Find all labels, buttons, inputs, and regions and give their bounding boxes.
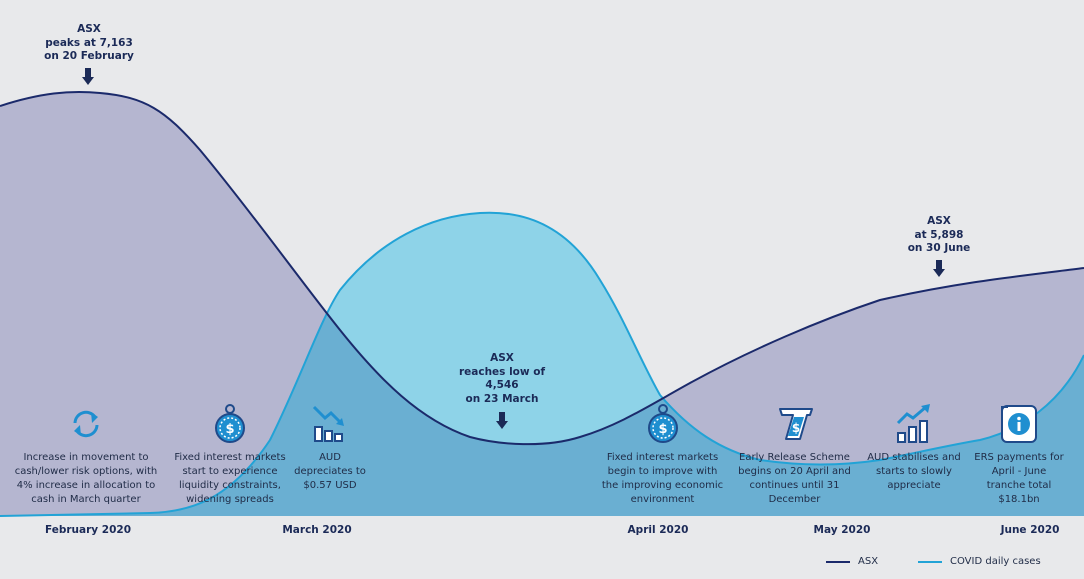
event-text: AUD stabilises and starts to slowly appr…: [867, 452, 961, 491]
money-bag-icon: $: [647, 404, 678, 443]
event-ers-payments: ERS payments for April - June tranche to…: [966, 403, 1072, 507]
event-fixed-interest-constraints: $ Fixed interest markets start to experi…: [160, 403, 300, 507]
event-text: ERS payments for April - June tranche to…: [974, 452, 1064, 505]
month-label-may: May 2020: [813, 524, 871, 536]
asx-area: [0, 91, 1084, 516]
event-text: Increase in movement to cash/lower risk …: [14, 452, 158, 505]
refresh-icon: [73, 410, 99, 438]
money-bag-icon: $: [215, 404, 245, 443]
month-label-april: April 2020: [627, 524, 689, 536]
legend-label-asx: ASX: [858, 556, 879, 567]
legend-item-asx: ASX: [826, 556, 878, 567]
event-cash-allocation: Increase in movement to cash/lower risk …: [6, 403, 166, 507]
down-arrow-icon: [933, 260, 945, 277]
event-early-release-scheme: $ Early Release Scheme begins on 20 Apri…: [728, 403, 861, 507]
svg-text:$: $: [658, 422, 667, 437]
callout-asx-low: ASX reaches low of 4,546 on 23 March: [458, 352, 546, 405]
down-arrow-icon: [82, 68, 94, 85]
month-label-march: March 2020: [282, 524, 352, 536]
down-arrow-icon: [496, 412, 508, 429]
legend-swatch-asx: [826, 560, 850, 563]
event-fixed-interest-improve: $ Fixed interest markets begin to improv…: [590, 403, 735, 507]
event-aud-depreciates: AUD depreciates to $0.57 USD: [285, 403, 375, 493]
falling-chart-icon: [312, 405, 344, 442]
event-aud-stabilises: AUD stabilises and starts to slowly appr…: [855, 403, 973, 493]
svg-text:$: $: [225, 422, 234, 437]
month-label-february: February 2020: [44, 524, 132, 536]
event-text: Fixed interest markets begin to improve …: [601, 452, 724, 505]
legend-item-covid: COVID daily cases: [918, 556, 1041, 567]
legend-swatch-covid: [918, 560, 942, 563]
callout-asx-june: ASX at 5,898 on 30 June: [907, 215, 971, 254]
event-text: AUD depreciates to $0.57 USD: [294, 452, 366, 491]
info-document-icon: [1001, 405, 1037, 443]
event-text: Early Release Scheme begins on 20 April …: [738, 452, 851, 505]
legend-label-covid: COVID daily cases: [950, 556, 1041, 567]
covid-line: [0, 211, 1084, 517]
rising-chart-icon: [896, 404, 930, 443]
asx-line: [0, 90, 1084, 446]
svg-text:$: $: [791, 421, 799, 435]
month-label-june: June 2020: [1000, 524, 1060, 536]
event-text: Fixed interest markets start to experien…: [174, 452, 286, 505]
callout-asx-peak: ASX peaks at 7,163 on 20 February: [44, 23, 134, 62]
ticket-dollar-icon: $: [778, 408, 813, 440]
